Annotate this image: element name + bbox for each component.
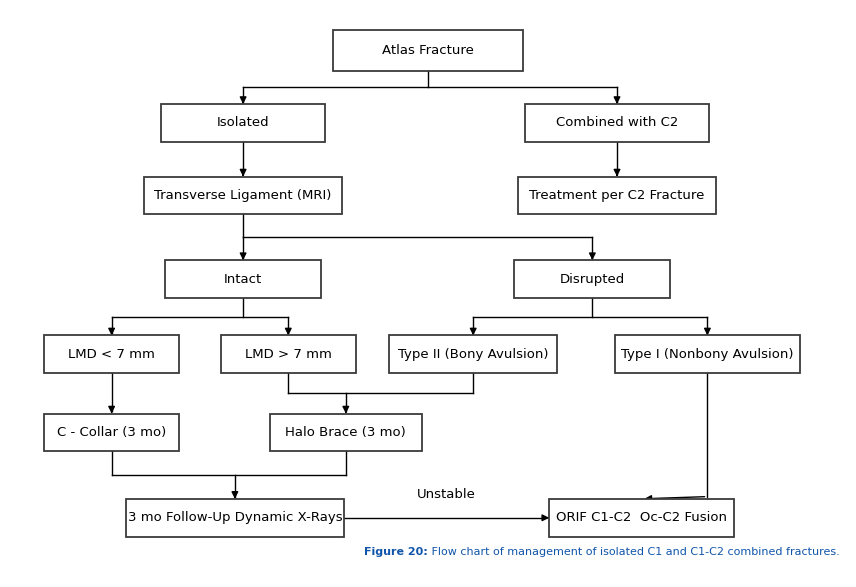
- FancyBboxPatch shape: [145, 177, 342, 214]
- Text: Intact: Intact: [224, 272, 262, 286]
- FancyBboxPatch shape: [44, 413, 180, 451]
- FancyBboxPatch shape: [550, 499, 734, 537]
- Text: 3 mo Follow-Up Dynamic X-Rays: 3 mo Follow-Up Dynamic X-Rays: [128, 511, 342, 524]
- Text: Treatment per C2 Fracture: Treatment per C2 Fracture: [529, 189, 704, 202]
- FancyBboxPatch shape: [525, 104, 710, 142]
- Text: LMD > 7 mm: LMD > 7 mm: [245, 348, 332, 361]
- Text: Isolated: Isolated: [217, 116, 270, 130]
- Text: Combined with C2: Combined with C2: [556, 116, 678, 130]
- Text: C - Collar (3 mo): C - Collar (3 mo): [57, 426, 166, 439]
- FancyBboxPatch shape: [514, 260, 670, 298]
- FancyBboxPatch shape: [334, 31, 522, 70]
- Text: Unstable: Unstable: [417, 488, 476, 501]
- Text: Transverse Ligament (MRI): Transverse Ligament (MRI): [154, 189, 332, 202]
- Text: Type II (Bony Avulsion): Type II (Bony Avulsion): [398, 348, 549, 361]
- Text: ORIF C1-C2  Oc-C2 Fusion: ORIF C1-C2 Oc-C2 Fusion: [556, 511, 727, 524]
- FancyBboxPatch shape: [389, 335, 557, 373]
- FancyBboxPatch shape: [270, 413, 422, 451]
- Text: Type I (Nonbony Avulsion): Type I (Nonbony Avulsion): [621, 348, 794, 361]
- Text: Disrupted: Disrupted: [560, 272, 625, 286]
- FancyBboxPatch shape: [161, 104, 325, 142]
- FancyBboxPatch shape: [519, 177, 716, 214]
- FancyBboxPatch shape: [221, 335, 356, 373]
- FancyBboxPatch shape: [615, 335, 800, 373]
- Text: Halo Brace (3 mo): Halo Brace (3 mo): [285, 426, 407, 439]
- Text: Flow chart of management of isolated C1 and C1-C2 combined fractures.: Flow chart of management of isolated C1 …: [428, 547, 840, 557]
- FancyBboxPatch shape: [165, 260, 321, 298]
- Text: Atlas Fracture: Atlas Fracture: [382, 44, 474, 57]
- FancyBboxPatch shape: [126, 499, 344, 537]
- Text: LMD < 7 mm: LMD < 7 mm: [68, 348, 155, 361]
- Text: Figure 20:: Figure 20:: [365, 547, 428, 557]
- FancyBboxPatch shape: [44, 335, 180, 373]
